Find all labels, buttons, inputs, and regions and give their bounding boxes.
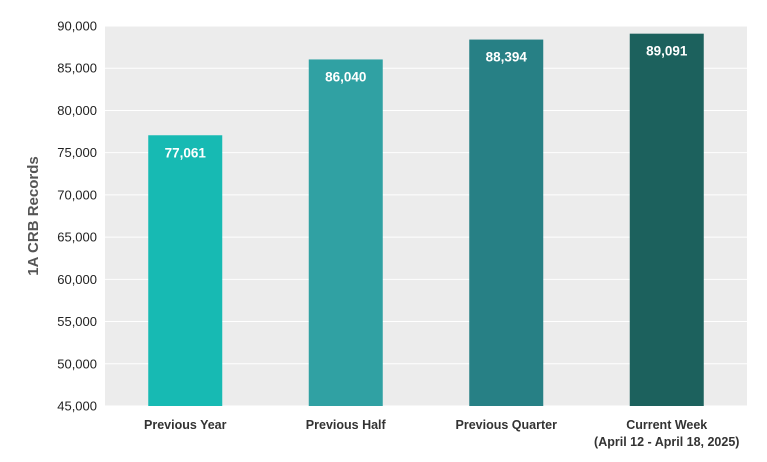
y-tick-label: 80,000 [57,103,97,118]
y-tick-label: 60,000 [57,272,97,287]
x-category-label: Current Week [626,418,707,432]
bar [308,59,383,406]
y-tick-label: 50,000 [57,356,97,371]
bar-value-label: 89,091 [646,44,688,59]
y-tick-label: 90,000 [57,19,97,34]
y-tick-label: 85,000 [57,61,97,76]
y-tick-label: 75,000 [57,145,97,160]
x-category-label: Previous Half [306,418,387,432]
bar-value-label: 86,040 [325,69,366,84]
bar-value-label: 88,394 [486,50,528,65]
bars [148,33,704,407]
y-axis-title: 1A CRB Records [25,156,42,275]
bar [629,33,704,407]
bar [469,39,544,407]
bar [148,135,223,406]
y-tick-label: 70,000 [57,187,97,202]
y-tick-label: 65,000 [57,230,97,245]
bar-value-label: 77,061 [165,145,207,160]
x-axis-categories: Previous Year Previous Half Previous Quart… [144,418,739,449]
y-axis-ticks: 45,000 50,000 55,000 60,000 65,000 70,000 75,0… [57,19,97,414]
x-category-label: (April 12 - April 18, 2025) [594,435,739,449]
x-category-label: Previous Quarter [456,418,558,432]
x-category-label: Previous Year [144,418,227,432]
data-labels: 77,061 86,040 88,394 89,091 [165,44,688,161]
y-tick-label: 45,000 [57,399,97,414]
y-tick-label: 55,000 [57,314,97,329]
